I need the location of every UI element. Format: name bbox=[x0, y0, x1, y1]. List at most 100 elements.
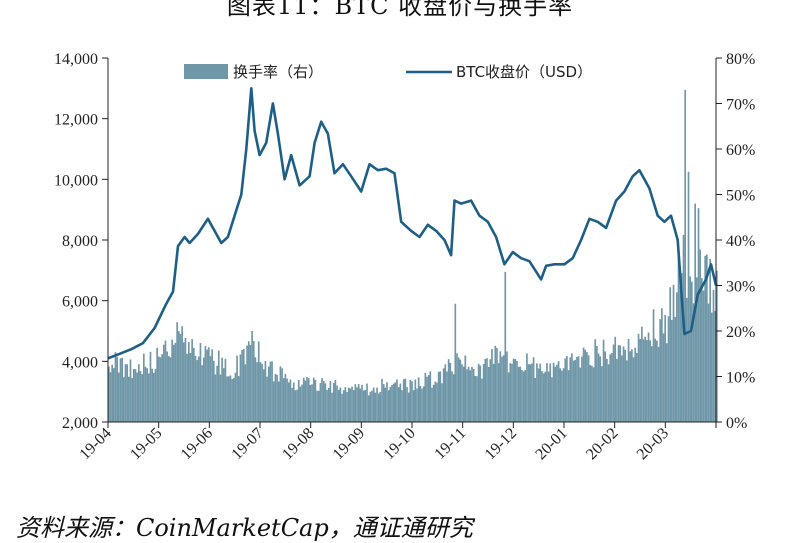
turnover-bar bbox=[327, 387, 330, 422]
turnover-bar bbox=[549, 363, 552, 422]
turnover-bar bbox=[267, 366, 270, 422]
turnover-bar bbox=[156, 347, 158, 422]
turnover-bar bbox=[276, 374, 278, 422]
turnover-bar bbox=[381, 378, 383, 422]
turnover-bar bbox=[259, 362, 262, 422]
turnover-bar bbox=[179, 333, 182, 422]
turnover-bar bbox=[537, 368, 540, 422]
turnover-bar bbox=[317, 390, 320, 422]
turnover-bar bbox=[202, 357, 205, 422]
turnover-bar bbox=[449, 362, 452, 422]
turnover-bar bbox=[184, 338, 187, 422]
turnover-bar bbox=[419, 385, 422, 422]
turnover-bar bbox=[221, 357, 223, 422]
turnover-bar bbox=[232, 378, 235, 422]
turnover-bar bbox=[712, 289, 715, 422]
turnover-bar bbox=[209, 356, 212, 422]
turnover-bar bbox=[477, 363, 480, 422]
turnover-bar bbox=[334, 379, 337, 422]
turnover-bar bbox=[614, 336, 617, 422]
turnover-bar bbox=[517, 366, 520, 422]
turnover-bar bbox=[361, 384, 363, 422]
turnover-bar bbox=[226, 376, 228, 422]
turnover-bar bbox=[429, 371, 432, 422]
x-tick-label: 20-01 bbox=[532, 425, 570, 463]
turnover-bar bbox=[432, 384, 435, 422]
turnover-bar bbox=[624, 349, 627, 422]
turnover-bar bbox=[516, 360, 518, 422]
turnover-bar bbox=[456, 353, 458, 422]
turnover-bar bbox=[636, 352, 638, 422]
turnover-bar bbox=[687, 171, 690, 422]
turnover-bar bbox=[469, 370, 472, 422]
turnover-bar bbox=[571, 353, 573, 422]
turnover-bar bbox=[289, 379, 292, 422]
turnover-bar bbox=[261, 363, 263, 422]
turnover-bar bbox=[387, 390, 390, 422]
source-note: 资料来源：CoinMarketCap，通证通研究 bbox=[16, 514, 473, 542]
turnover-bar bbox=[161, 354, 163, 422]
turnover-bar bbox=[216, 365, 218, 422]
turnover-bar bbox=[257, 341, 260, 422]
left-y-tick-label: 4,000 bbox=[62, 354, 98, 371]
turnover-bar bbox=[574, 359, 577, 422]
turnover-bar bbox=[661, 308, 663, 422]
turnover-bar bbox=[247, 341, 250, 422]
turnover-bar bbox=[141, 374, 143, 422]
turnover-bar bbox=[236, 355, 238, 422]
turnover-bar bbox=[191, 339, 193, 422]
turnover-bar bbox=[214, 374, 217, 422]
turnover-bar bbox=[154, 368, 157, 422]
turnover-bar bbox=[147, 373, 150, 422]
turnover-bar bbox=[566, 355, 568, 422]
turnover-bar bbox=[572, 360, 575, 422]
turnover-bar bbox=[359, 388, 362, 422]
turnover-bar bbox=[514, 359, 517, 422]
turnover-bar bbox=[594, 339, 597, 422]
turnover-bar bbox=[527, 364, 530, 422]
turnover-bar bbox=[619, 345, 622, 422]
turnover-bar bbox=[642, 339, 645, 422]
turnover-bar bbox=[539, 363, 542, 422]
turnover-bar bbox=[546, 363, 548, 422]
turnover-bar bbox=[241, 349, 243, 422]
turnover-bar bbox=[707, 303, 710, 422]
turnover-bar bbox=[376, 387, 378, 422]
turnover-bar bbox=[274, 373, 277, 422]
turnover-bar bbox=[692, 303, 695, 422]
turnover-bar bbox=[502, 355, 505, 422]
turnover-bar bbox=[369, 391, 372, 422]
turnover-bar bbox=[597, 353, 600, 422]
turnover-bar bbox=[384, 387, 387, 422]
turnover-bar bbox=[394, 382, 397, 422]
turnover-bar bbox=[199, 343, 202, 422]
turnover-bar bbox=[459, 359, 462, 422]
x-ticks: 19-04 19-05 19-06 19-07 19-08 19-09 19-10 19-11… bbox=[76, 422, 717, 463]
turnover-bar bbox=[649, 340, 652, 422]
turnover-bar bbox=[321, 378, 323, 422]
turnover-bar bbox=[137, 364, 140, 422]
turnover-bar bbox=[229, 375, 232, 422]
turnover-bar bbox=[567, 370, 570, 422]
turnover-bar bbox=[491, 349, 493, 422]
turnover-bar bbox=[631, 349, 633, 422]
turnover-bar bbox=[626, 360, 628, 422]
right-y-tick-label: 0% bbox=[726, 415, 747, 432]
turnover-bar bbox=[312, 377, 315, 422]
turnover-bar bbox=[329, 381, 332, 422]
turnover-bar bbox=[494, 345, 497, 422]
turnover-bar bbox=[542, 373, 545, 422]
turnover-bar bbox=[499, 351, 502, 422]
turnover-bar bbox=[472, 368, 475, 422]
turnover-bar bbox=[496, 348, 498, 422]
turnover-bar bbox=[667, 316, 670, 422]
right-y-tick-label: 10% bbox=[726, 370, 755, 387]
turnover-bar bbox=[596, 345, 598, 422]
turnover-bar bbox=[464, 355, 467, 422]
turnover-bar bbox=[132, 368, 135, 422]
turnover-bar bbox=[351, 386, 353, 422]
turnover-bar bbox=[559, 368, 562, 422]
turnover-bar bbox=[117, 372, 120, 422]
turnover-bar bbox=[706, 254, 708, 422]
turnover-bar bbox=[196, 360, 198, 422]
